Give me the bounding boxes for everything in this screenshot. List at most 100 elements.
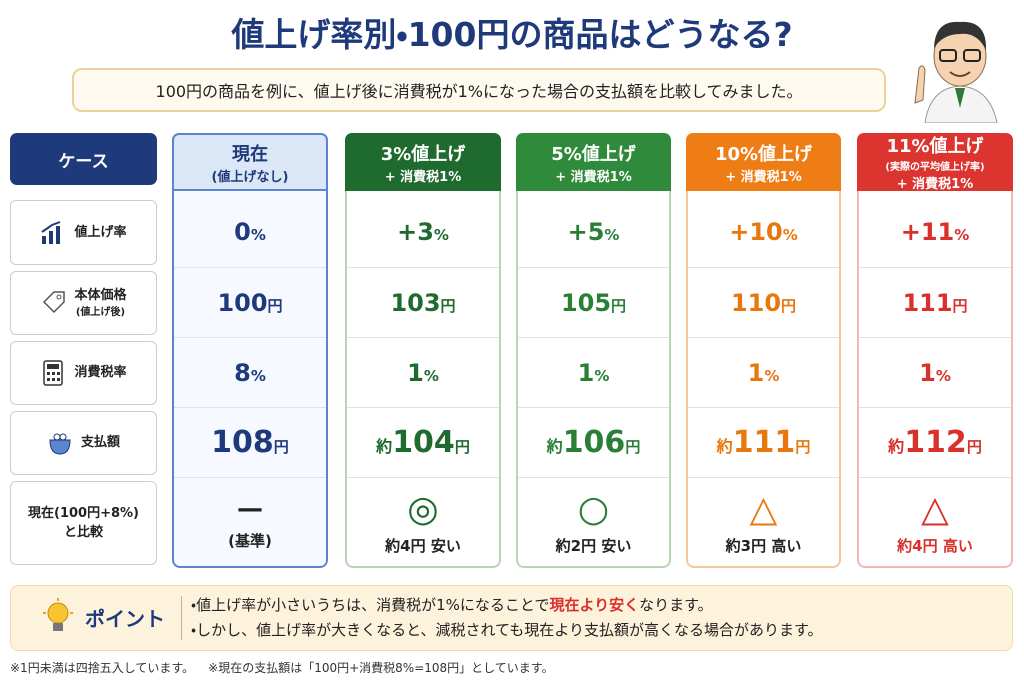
value-number: 111 xyxy=(732,425,796,460)
table-cell: +11% xyxy=(859,197,1011,268)
value-unit: 円 xyxy=(625,438,641,456)
label-main: 支払額 xyxy=(80,435,120,451)
cell-value: 0% xyxy=(234,218,266,246)
comparison-text: 約4円 安い xyxy=(385,537,461,556)
value-number: 1 xyxy=(919,358,936,387)
label-main: 本体価格 xyxy=(74,287,127,303)
table-cell: △ 約4円 高い xyxy=(859,478,1011,568)
label-main: 現在(100円+8%) xyxy=(28,505,139,521)
column-header: 現在 (値上げなし) xyxy=(172,133,328,191)
row-label-text: 値上げ率 xyxy=(74,223,126,243)
cell-value: 約 111 円 xyxy=(717,425,811,460)
value-number: 111 xyxy=(902,288,953,317)
value-unit: 円 xyxy=(454,438,470,456)
comparison-text: 約2円 安い xyxy=(555,537,632,556)
header-title: 10%値上げ xyxy=(714,143,813,165)
cell-value: +3% xyxy=(397,218,449,246)
header-subtitle: + 消費税1% xyxy=(555,169,632,185)
value-unit: % xyxy=(594,366,610,385)
table-cell: — (基準) xyxy=(174,478,326,568)
value-number: 106 xyxy=(562,425,626,460)
table-cell: 100 円 xyxy=(174,268,326,338)
table-cell: ○ 約2円 安い xyxy=(518,478,669,568)
value-unit: % xyxy=(250,366,266,385)
table-cell: 111 円 xyxy=(859,268,1011,338)
value-unit: % xyxy=(604,226,620,244)
row-label: 本体価格 (値上げ後) xyxy=(10,271,157,335)
cell-value: 103 円 xyxy=(390,289,455,317)
header-title: 5%値上げ xyxy=(551,143,636,165)
comparison-mark: △ xyxy=(749,488,778,530)
header-title: 3%値上げ xyxy=(380,143,466,165)
value-unit: % xyxy=(433,226,449,244)
table-cell: 約 104 円 xyxy=(347,408,499,478)
bullet-part: 現在より安く xyxy=(549,596,640,614)
row-label: 値上げ率 xyxy=(10,200,157,265)
value-unit: 円 xyxy=(952,296,968,315)
label-main: 消費税率 xyxy=(74,365,127,381)
value-unit: 円 xyxy=(440,296,456,315)
column-panel xyxy=(172,133,328,568)
value-unit: 円 xyxy=(781,296,797,315)
value-number: 103 xyxy=(390,288,441,317)
title: 値上げ率別・100円の商品はどうなる? xyxy=(231,15,793,54)
comparison-text: 約4円 高い xyxy=(897,537,973,556)
value-unit: % xyxy=(764,366,780,385)
table-cell: 約 111 円 xyxy=(688,408,839,478)
value-number: +11 xyxy=(900,218,955,246)
bullet-part: ・しかし、値上げ率が大きくなると、減税されても現在より支払額が高くなる場合があり… xyxy=(191,621,823,639)
table-cell: 110 円 xyxy=(688,268,839,338)
row-icon xyxy=(43,291,66,314)
cell-value: 100 円 xyxy=(217,289,282,317)
column-header: 10%値上げ + 消費税1% xyxy=(686,133,841,191)
header-title: 現在 xyxy=(232,143,268,165)
value-unit: % xyxy=(250,226,266,244)
cell-value: 108 円 xyxy=(211,425,289,460)
value-number: 112 xyxy=(904,425,967,460)
cell-value: +5% xyxy=(568,218,620,246)
cell-value: 1% xyxy=(578,359,610,387)
header-note: (実際の平均値上げ率) xyxy=(885,162,985,173)
footnote: ※1円未満は四捨五入しています。 xyxy=(10,661,195,675)
value-number: 1 xyxy=(577,358,595,387)
value-unit: 円 xyxy=(267,296,283,315)
row-icon xyxy=(43,360,64,386)
cell-value: 約 106 円 xyxy=(547,425,641,460)
column-header: 11%値上げ (実際の平均値上げ率) + 消費税1% xyxy=(857,133,1013,192)
footnote: ※現在の支払額は「100円+消費税8%=108円」としています。 xyxy=(208,661,554,675)
comparison-text: (基準) xyxy=(228,531,272,550)
table-cell: 1% xyxy=(688,338,839,408)
cell-value: +11% xyxy=(901,218,970,246)
bulb-icon xyxy=(43,598,73,631)
cell-value: 111 円 xyxy=(902,289,967,317)
value-number: 108 xyxy=(211,425,274,460)
row-icon xyxy=(49,433,71,455)
table-cell: 1% xyxy=(347,338,499,408)
header-subtitle: + 消費税1% xyxy=(725,169,802,185)
bullet-part: なります。 xyxy=(639,596,713,614)
cell-value: 105 円 xyxy=(561,289,626,317)
header-subtitle: + 消費税1% xyxy=(384,169,462,185)
value-number: +10 xyxy=(729,218,783,246)
column-header: 3%値上げ + 消費税1% xyxy=(345,133,501,191)
row-label-text: 支払額 xyxy=(81,433,120,453)
comparison-mark: △ xyxy=(921,488,949,530)
value-number: 104 xyxy=(392,425,455,460)
value-prefix: 約 xyxy=(546,437,563,456)
table-cell: 108 円 xyxy=(174,408,326,478)
comparison-mark: ○ xyxy=(577,488,610,530)
row-label: 支払額 xyxy=(10,411,157,475)
value-unit: % xyxy=(423,366,439,385)
footnotes: ※1円未満は四捨五入しています。 ※現在の支払額は「100円+消費税8%=108円… xyxy=(10,659,554,676)
point-bullet: ・値上げ率が小さいうちは、消費税が1%になることで現在より安くなります。 xyxy=(191,594,713,615)
table-cell: 1% xyxy=(518,338,669,408)
value-number: +5 xyxy=(567,218,605,246)
row-label: 現在(100円+8%) と比較 xyxy=(10,481,157,565)
column-panel xyxy=(345,133,501,568)
value-unit: % xyxy=(935,366,951,385)
value-prefix: 約 xyxy=(716,437,733,456)
comparison-mark: — xyxy=(237,494,263,525)
value-number: 105 xyxy=(560,288,612,317)
value-number: 1 xyxy=(747,358,765,387)
